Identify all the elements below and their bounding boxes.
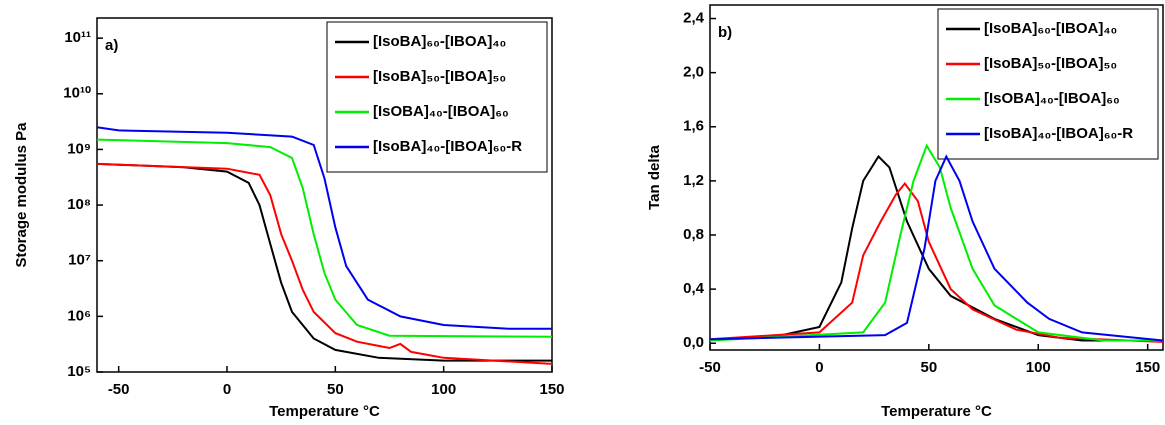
y-tick-label: 10⁶ bbox=[67, 307, 91, 324]
y-tick-label: 0,8 bbox=[683, 226, 704, 243]
data-line bbox=[709, 154, 1163, 342]
data-line bbox=[709, 143, 1163, 342]
legend-label: [IsoBA]₄₀-[IBOA]₆₀-R bbox=[984, 125, 1133, 142]
y-tick-label: 2,0 bbox=[683, 64, 704, 81]
y-tick-label: 2,4 bbox=[683, 9, 705, 26]
data-line bbox=[709, 181, 1164, 343]
data-line bbox=[96, 126, 552, 330]
x-tick-label: -50 bbox=[699, 359, 721, 376]
y-tick-label: 1,2 bbox=[683, 172, 704, 189]
x-tick-label: 50 bbox=[920, 359, 937, 376]
y-tick-label: 10¹⁰ bbox=[63, 85, 91, 102]
panel-label: b) bbox=[718, 24, 732, 41]
plot-frame bbox=[96, 17, 553, 373]
y-tick-label: 10⁹ bbox=[67, 140, 91, 157]
y-axis-label: Storage modulus Pa bbox=[13, 122, 30, 268]
data-line bbox=[709, 154, 1164, 342]
y-tick-label: 0,4 bbox=[683, 280, 705, 297]
y-tick-label: 0,0 bbox=[683, 334, 704, 351]
x-tick-label: -50 bbox=[108, 381, 130, 398]
x-tick-label: 50 bbox=[327, 381, 344, 398]
x-tick-label: 150 bbox=[539, 381, 564, 398]
plot-frame bbox=[709, 4, 1164, 351]
x-tick-label: 100 bbox=[431, 381, 456, 398]
y-tick-label: 10¹¹ bbox=[64, 29, 91, 46]
legend-label: [IsOBA]₄₀-[IBOA]₆₀ bbox=[373, 103, 509, 120]
legend-label: [IsoBA]₆₀-[IBOA]₄₀ bbox=[984, 20, 1117, 37]
legend-label: [IsoBA]₄₀-[IBOA]₆₀-R bbox=[373, 138, 522, 155]
x-axis-label: Temperature °C bbox=[269, 403, 380, 420]
x-tick-label: 150 bbox=[1135, 359, 1160, 376]
y-axis-label: Tan delta bbox=[646, 144, 663, 209]
panel-label: a) bbox=[105, 37, 118, 54]
y-tick-label: 10⁷ bbox=[68, 252, 91, 269]
legend-label: [IsoBA]₅₀-[IBOA]₅₀ bbox=[373, 68, 506, 85]
legend-label: [IsOBA]₄₀-[IBOA]₆₀ bbox=[984, 90, 1120, 107]
legend-label: [IsoBA]₅₀-[IBOA]₅₀ bbox=[984, 55, 1117, 72]
data-line bbox=[96, 162, 553, 365]
legend-label: [IsoBA]₆₀-[IBOA]₄₀ bbox=[373, 33, 506, 50]
data-line bbox=[96, 138, 553, 338]
data-line bbox=[96, 162, 552, 362]
x-tick-label: 0 bbox=[815, 359, 823, 376]
y-tick-label: 10⁸ bbox=[67, 196, 91, 213]
x-tick-label: 100 bbox=[1026, 359, 1051, 376]
x-tick-label: 0 bbox=[223, 381, 231, 398]
y-tick-label: 1,6 bbox=[683, 118, 704, 135]
x-axis-label: Temperature °C bbox=[881, 403, 992, 420]
y-tick-label: 10⁵ bbox=[67, 363, 91, 380]
